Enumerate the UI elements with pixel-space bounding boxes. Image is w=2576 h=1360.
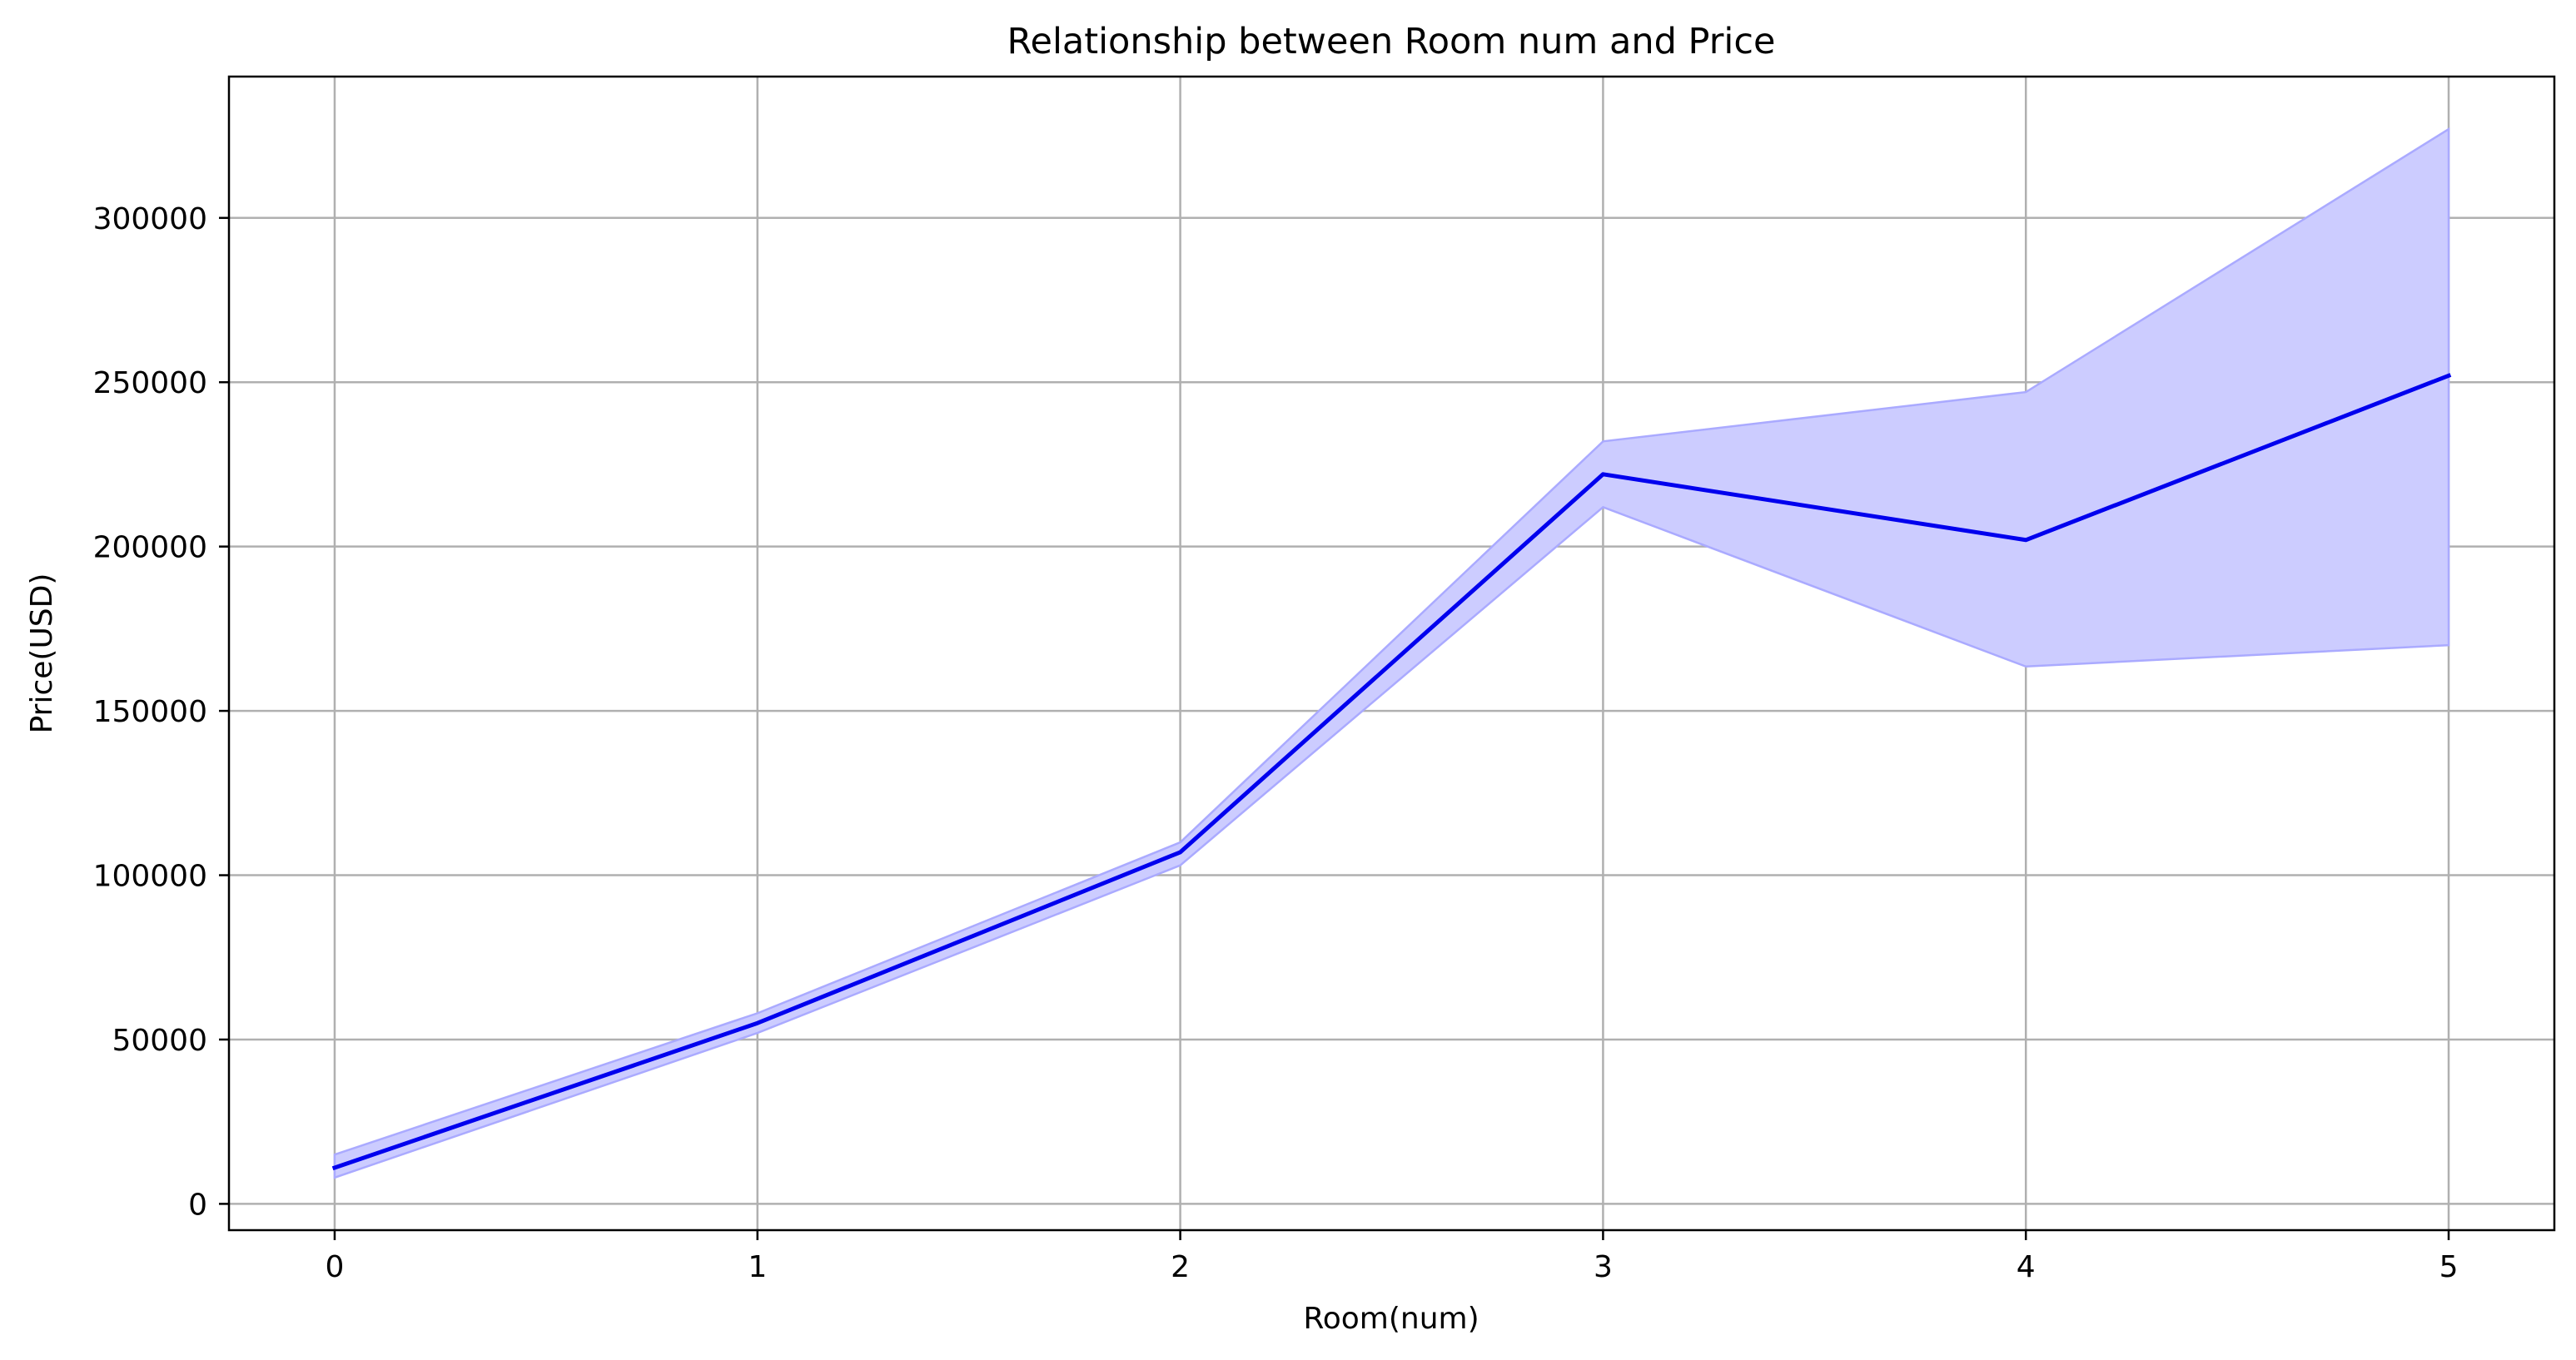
ticks: 0 1 2 3 4 5 0 50000 100000 150000 200000 250000 3000… (93, 202, 2459, 1284)
y-tick-label: 300000 (93, 202, 207, 236)
y-tick-label: 200000 (93, 531, 207, 565)
y-tick-label: 250000 (93, 366, 207, 400)
y-tick-label: 50000 (112, 1024, 207, 1058)
x-tick-label: 2 (1171, 1250, 1190, 1284)
chart-title: Relationship between Room num and Price (1007, 21, 1776, 62)
series-line (331, 373, 2452, 1171)
series-line-group (331, 373, 2452, 1171)
confidence-band-area (333, 127, 2450, 1179)
x-tick-label: 3 (1594, 1250, 1613, 1284)
y-tick-label: 150000 (93, 695, 207, 729)
x-tick-label: 0 (326, 1250, 345, 1284)
plot-frame (227, 75, 2556, 1232)
y-tick-label: 100000 (93, 860, 207, 894)
y-tick-label: 0 (188, 1188, 207, 1222)
confidence-band (333, 127, 2450, 1179)
x-axis-label: Room(num) (1303, 1302, 1479, 1336)
y-axis-label: Price(USD) (25, 573, 59, 734)
x-tick-label: 1 (748, 1250, 767, 1284)
x-tick-label: 4 (2017, 1250, 2036, 1284)
x-tick-label: 5 (2439, 1250, 2459, 1284)
